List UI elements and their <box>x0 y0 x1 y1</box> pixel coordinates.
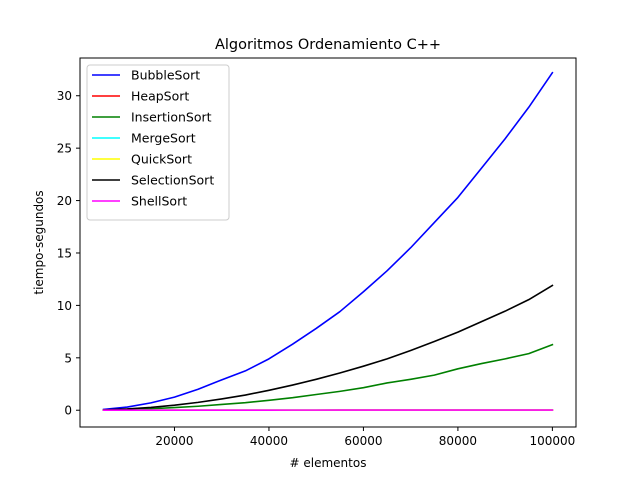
y-tick-label: 20 <box>57 194 72 208</box>
y-axis-label: tiempo-segundos <box>32 190 46 294</box>
chart-title: Algoritmos Ordenamiento C++ <box>215 37 441 53</box>
x-tick-label: 20000 <box>155 434 193 448</box>
series-line-selectionsort <box>102 284 554 411</box>
y-tick-label: 30 <box>57 89 72 103</box>
y-tick-label: 25 <box>57 142 72 156</box>
series-line-bubblesort <box>102 71 554 411</box>
y-tick-label: 0 <box>64 404 72 418</box>
legend-label-bubblesort: BubbleSort <box>131 68 200 83</box>
y-tick-label: 10 <box>57 299 72 313</box>
legend-label-shellsort: ShellSort <box>131 194 187 209</box>
y-axis-ticks: 0 5 10 15 20 25 30 <box>57 89 80 418</box>
x-axis-ticks: 20000 40000 60000 80000 100000 <box>155 427 575 448</box>
legend-label-heapsort: HeapSort <box>131 89 189 104</box>
x-axis-label: # elementos <box>290 456 367 470</box>
legend-label-selectionsort: SelectionSort <box>131 173 214 188</box>
series-line-insertionsort <box>102 343 554 411</box>
x-tick-label: 40000 <box>250 434 288 448</box>
y-tick-label: 5 <box>64 351 72 365</box>
x-tick-label: 80000 <box>439 434 477 448</box>
plot-lines <box>102 71 554 412</box>
legend-box <box>86 64 230 221</box>
legend: BubbleSort HeapSort InsertionSort MergeSort… <box>86 64 230 221</box>
legend-label-mergesort: MergeSort <box>131 131 196 146</box>
plot-area-frame <box>79 57 577 428</box>
legend-label-quicksort: QuickSort <box>131 152 192 167</box>
x-tick-label: 100000 <box>529 434 575 448</box>
x-tick-label: 60000 <box>344 434 382 448</box>
y-tick-label: 15 <box>57 246 72 260</box>
legend-label-insertionsort: InsertionSort <box>131 110 212 125</box>
